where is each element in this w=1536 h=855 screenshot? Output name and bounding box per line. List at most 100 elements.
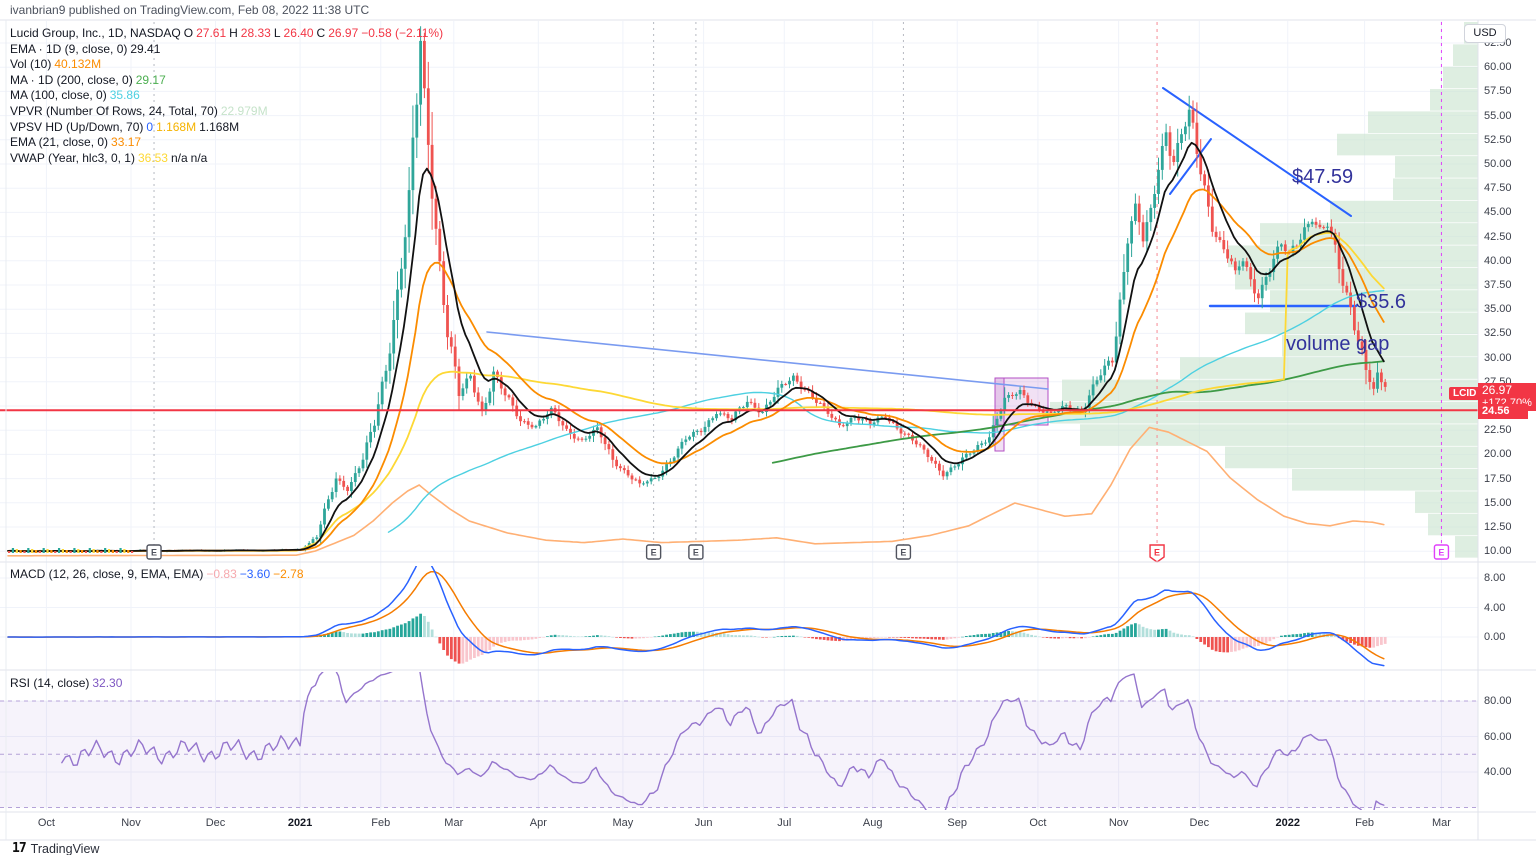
legend-row[interactable]: MACD (12, 26, close, 9, EMA, EMA) −0.83 −3… bbox=[10, 567, 307, 583]
volume-profile-bar bbox=[1395, 156, 1478, 178]
price-axis-label: 60.00 bbox=[1484, 61, 1512, 74]
legend-segment: 29.17 bbox=[135, 72, 166, 87]
legend-row[interactable]: RSI (14, close) 32.30 bbox=[10, 676, 125, 692]
earnings-marker-icon[interactable] bbox=[1433, 544, 1450, 560]
volume-profile-bar bbox=[1235, 267, 1478, 290]
legend-segment: MA (100, close, 0) bbox=[10, 88, 107, 103]
rsi-axis-label: 60.00 bbox=[1484, 730, 1512, 743]
symbol-chip: LCID bbox=[1449, 387, 1481, 400]
time-axis-label: Jul bbox=[777, 817, 792, 829]
volume-profile-bar bbox=[1225, 446, 1478, 469]
legend-segment: −2.78 bbox=[273, 567, 304, 581]
legend-segment: −0.58 (−2.11%) bbox=[361, 26, 444, 40]
legend-segment: 27.61 bbox=[196, 26, 227, 40]
earnings-marker-icon[interactable] bbox=[146, 544, 162, 560]
time-axis-label: Mar bbox=[1431, 817, 1451, 829]
moving-averages bbox=[7, 141, 1385, 553]
legend-row[interactable]: EMA · 1D (9, close, 0) 29.41 bbox=[10, 42, 446, 58]
legend-segment: −0.83 bbox=[206, 567, 237, 581]
price-axis-label: 50.00 bbox=[1484, 158, 1512, 170]
rsi-axis-label: 40.00 bbox=[1484, 766, 1512, 778]
time-axis-label: Aug bbox=[862, 817, 883, 829]
time-axis-label: Oct bbox=[1029, 817, 1047, 829]
price-axis-label: 40.00 bbox=[1484, 254, 1512, 267]
volume-profile-bar bbox=[1455, 536, 1478, 558]
legend-row[interactable]: VPSV HD (Up/Down, 70) 0 1.168M 1.168M bbox=[10, 120, 446, 136]
legend-row[interactable]: EMA (21, close, 0) 33.17 bbox=[10, 135, 446, 151]
legend-segment: MACD (12, 26, close, 9, EMA, EMA) bbox=[10, 567, 204, 581]
macd-axis-label: 4.00 bbox=[1484, 601, 1506, 614]
legend-segment: 28.33 bbox=[240, 26, 271, 40]
volume-profile[interactable] bbox=[1050, 22, 1478, 558]
earnings-marker-icon[interactable] bbox=[895, 544, 912, 560]
time-axis-label: Oct bbox=[37, 817, 55, 829]
currency-toggle-button[interactable]: USD bbox=[1464, 24, 1506, 43]
annotation-volume-gap[interactable]: volume gap bbox=[1286, 333, 1390, 355]
price-axis-label: 22.50 bbox=[1484, 424, 1512, 437]
legend-segment: L bbox=[273, 26, 281, 40]
trend-line[interactable] bbox=[486, 331, 1049, 390]
volume-profile-bar bbox=[1368, 111, 1478, 133]
time-axis-label: Feb bbox=[1355, 817, 1375, 829]
price-axis-label: 52.50 bbox=[1484, 133, 1512, 146]
time-axis-label: Feb bbox=[371, 817, 391, 829]
trend-line[interactable] bbox=[1169, 138, 1212, 195]
event-lines bbox=[153, 22, 1442, 545]
legend-segment: O bbox=[183, 26, 194, 40]
legend-row[interactable]: MA (100, close, 0) 35.86 bbox=[10, 88, 446, 104]
price-axis-label: 57.50 bbox=[1484, 85, 1512, 98]
volume-ma-line bbox=[7, 426, 1385, 557]
legend-segment: 40.132M bbox=[54, 57, 102, 72]
price-axis-label: 17.50 bbox=[1484, 472, 1512, 485]
rsi-pane-legend[interactable]: RSI (14, close) 32.30 bbox=[10, 676, 125, 692]
legend-segment: 36.53 bbox=[137, 150, 168, 165]
legend-segment: 22.979M bbox=[220, 103, 268, 118]
volume-profile-bar bbox=[1430, 89, 1478, 111]
time-axis-label: Nov bbox=[121, 817, 141, 829]
main-pane-legend[interactable]: Lucid Group, Inc., 1D, NASDAQ O 27.61 H 28.3… bbox=[10, 26, 446, 166]
volume-profile-bar bbox=[1393, 178, 1478, 201]
trend-line[interactable] bbox=[1162, 87, 1352, 217]
price-axis-label: 30.00 bbox=[1484, 351, 1512, 364]
macd-pane-legend[interactable]: MACD (12, 26, close, 9, EMA, EMA) −0.83 −3… bbox=[10, 567, 307, 583]
time-axis-label: Nov bbox=[1108, 817, 1129, 829]
legend-segment: EMA · 1D (9, close, 0) bbox=[10, 41, 128, 56]
earnings-marker-icon[interactable] bbox=[688, 544, 704, 560]
drawing-tools[interactable] bbox=[486, 87, 1358, 390]
legend-segment: MA · 1D (200, close, 0) bbox=[10, 72, 133, 87]
tradingview-logo[interactable]: 17 TradingView bbox=[12, 841, 99, 855]
legend-segment: n/a bbox=[170, 150, 188, 165]
last-price-value: 26.97 bbox=[1482, 383, 1513, 397]
price-axis-label: 32.50 bbox=[1484, 327, 1512, 340]
legend-row[interactable]: Lucid Group, Inc., 1D, NASDAQ O 27.61 H 28.3… bbox=[10, 26, 446, 42]
earnings-marker-icon[interactable] bbox=[645, 544, 662, 560]
legend-row[interactable]: VWAP (Year, hlc3, 0, 1) 36.53 n/a n/a bbox=[10, 151, 446, 167]
earnings-marker-icon[interactable] bbox=[1149, 544, 1165, 563]
legend-row[interactable]: MA · 1D (200, close, 0) 29.17 bbox=[10, 73, 446, 89]
price-axis-label: 15.00 bbox=[1484, 496, 1512, 509]
svg-text:E: E bbox=[1154, 548, 1160, 558]
macd-axis-label: 8.00 bbox=[1484, 572, 1506, 584]
annotation-price-356[interactable]: $35.6 bbox=[1356, 291, 1407, 313]
legend-segment: 1.168M bbox=[156, 119, 197, 134]
legend-row[interactable]: VPVR (Number Of Rows, 24, Total, 70) 22.9… bbox=[10, 104, 446, 120]
price-axis-label: 12.50 bbox=[1484, 521, 1512, 533]
svg-text:E: E bbox=[1438, 548, 1444, 558]
macd-axis-label: 0.00 bbox=[1484, 631, 1506, 643]
price-axis-label: 55.00 bbox=[1484, 109, 1512, 122]
legend-segment: VPVR (Number Of Rows, 24, Total, 70) bbox=[10, 103, 218, 118]
price-axis-label: 20.00 bbox=[1484, 448, 1512, 461]
volume-profile-bar bbox=[1080, 424, 1478, 446]
time-axis-label: May bbox=[612, 817, 634, 829]
legend-segment: 26.40 bbox=[283, 26, 314, 40]
pane-borders bbox=[0, 19, 1536, 841]
annotation-price-4759[interactable]: $47.59 bbox=[1292, 166, 1354, 188]
price-axis-label: 10.00 bbox=[1484, 545, 1512, 558]
rsi-plot bbox=[61, 672, 1385, 810]
legend-row[interactable]: Vol (10) 40.132M bbox=[10, 57, 446, 73]
legend-segment: 33.17 bbox=[111, 135, 142, 150]
volume-profile-bar bbox=[1330, 200, 1478, 223]
